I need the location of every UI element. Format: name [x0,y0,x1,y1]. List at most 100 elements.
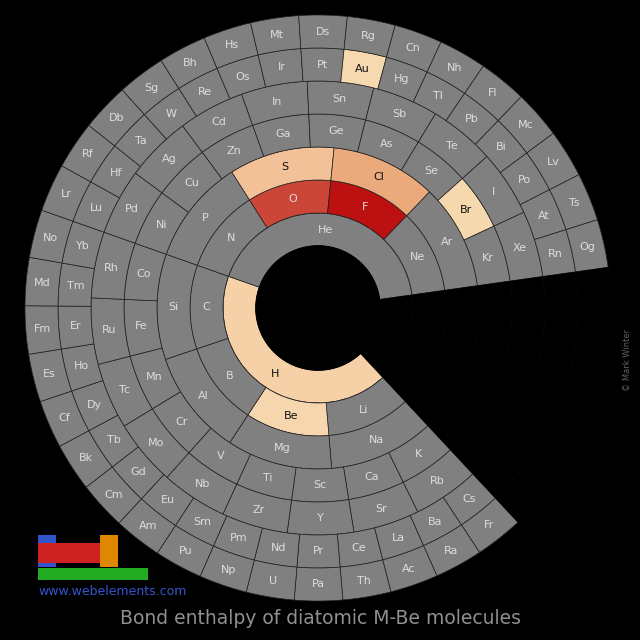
Text: Np: Np [221,564,236,575]
Text: Co: Co [136,269,151,279]
Polygon shape [190,265,228,349]
Polygon shape [413,72,465,120]
Polygon shape [62,125,115,182]
Text: Sm: Sm [193,517,211,527]
Text: Se: Se [424,166,438,176]
Polygon shape [213,516,262,560]
Text: No: No [43,233,58,243]
Polygon shape [301,48,344,82]
Polygon shape [232,147,334,200]
Polygon shape [246,560,297,600]
Text: Bk: Bk [79,453,93,463]
Polygon shape [365,88,435,142]
Polygon shape [428,281,512,450]
Polygon shape [403,450,473,512]
Bar [38,535,56,567]
Text: Sb: Sb [392,109,406,119]
Polygon shape [410,497,461,546]
Polygon shape [451,276,545,474]
Text: Os: Os [235,72,250,81]
Text: Ge: Ge [328,126,344,136]
Polygon shape [62,221,104,269]
Text: Rh: Rh [104,263,119,273]
Text: Ts: Ts [568,198,579,208]
Polygon shape [294,567,343,601]
Polygon shape [250,15,301,55]
Text: Er: Er [69,321,81,332]
Text: Sr: Sr [376,504,387,514]
Polygon shape [167,452,237,514]
Polygon shape [331,148,429,216]
Polygon shape [58,263,95,307]
Text: Ne: Ne [410,252,425,262]
Text: Li: Li [358,405,368,415]
Text: C: C [203,302,211,312]
Polygon shape [25,306,61,355]
Text: Kr: Kr [483,253,494,262]
Polygon shape [384,216,445,295]
Text: Zr: Zr [253,505,265,515]
Polygon shape [461,498,518,552]
Text: Fm: Fm [34,324,51,334]
Polygon shape [124,300,162,356]
Text: K: K [415,449,422,460]
Text: V: V [217,451,225,461]
Text: Al: Al [198,391,209,401]
Polygon shape [427,42,483,93]
Polygon shape [340,560,391,600]
Text: Mc: Mc [518,120,533,131]
Polygon shape [378,57,427,102]
Text: Cs: Cs [462,494,476,504]
Polygon shape [292,467,349,502]
Circle shape [256,246,380,370]
Polygon shape [197,200,267,276]
Polygon shape [383,290,446,402]
Text: F: F [362,202,368,212]
Polygon shape [202,125,264,179]
Polygon shape [182,94,253,152]
Bar [100,535,118,567]
Text: In: In [272,97,282,106]
Polygon shape [196,339,266,415]
Polygon shape [217,55,266,99]
Text: As: As [380,140,393,149]
Text: Dy: Dy [87,399,102,410]
Polygon shape [287,500,354,535]
Text: Bh: Bh [182,58,197,68]
Text: Sg: Sg [144,83,158,93]
Polygon shape [326,378,405,436]
Polygon shape [162,152,222,212]
Polygon shape [406,192,477,290]
Text: Gd: Gd [131,467,146,477]
Polygon shape [104,173,162,243]
Polygon shape [520,189,566,239]
Polygon shape [25,257,62,306]
Polygon shape [476,120,527,173]
Polygon shape [443,474,495,525]
Text: Cm: Cm [105,490,124,500]
Text: Ca: Ca [364,472,379,482]
Text: Hs: Hs [225,40,239,50]
Text: Pt: Pt [317,60,328,70]
Polygon shape [387,26,441,72]
Text: Ho: Ho [74,362,89,371]
Polygon shape [465,66,521,120]
Text: N: N [227,234,235,243]
Text: Tc: Tc [118,385,129,395]
Text: Ag: Ag [161,154,176,164]
Text: I: I [492,187,495,197]
Polygon shape [250,180,331,228]
Text: Si: Si [168,302,179,312]
Polygon shape [204,23,258,68]
Text: Ba: Ba [428,516,442,527]
Text: Po: Po [518,175,531,184]
Text: Hg: Hg [394,74,409,84]
Text: Lv: Lv [547,157,559,167]
Polygon shape [254,528,300,567]
Text: Pr: Pr [313,547,324,557]
Polygon shape [248,387,329,436]
Text: Am: Am [138,521,157,531]
Polygon shape [383,546,437,592]
Polygon shape [230,415,332,469]
Polygon shape [299,15,348,49]
